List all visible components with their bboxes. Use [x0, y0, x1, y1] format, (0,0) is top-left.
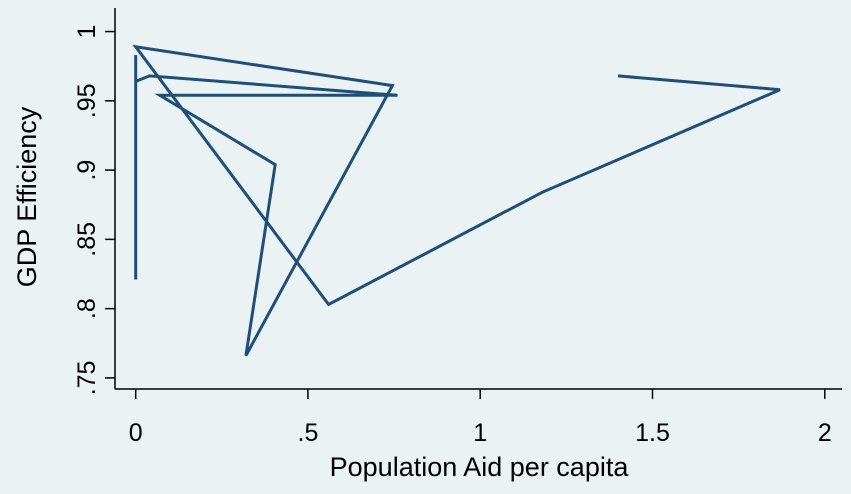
x-ticks: 0 .5 1 1.5 2 [129, 389, 832, 447]
y-tick-label: .85 [73, 222, 101, 257]
x-tick-label: 1.5 [635, 419, 670, 447]
y-ticks: .75 .8 .85 .9 .95 1 [73, 25, 115, 396]
x-axis-label: Population Aid per capita [330, 452, 630, 482]
x-tick-label: 0 [129, 419, 143, 447]
x-tick-label: 2 [818, 419, 832, 447]
x-tick-label: 1 [473, 419, 487, 447]
y-tick-label: .9 [73, 160, 101, 181]
y-tick-label: 1 [73, 25, 101, 39]
series-layer [132, 44, 781, 357]
plot-area [115, 8, 842, 389]
x-tick-label: .5 [298, 419, 319, 447]
y-tick-label: .95 [73, 83, 101, 118]
series-line [132, 44, 781, 357]
y-tick-label: .75 [73, 361, 101, 396]
y-tick-label: .8 [73, 298, 101, 319]
y-axis-label: GDP Efficiency [12, 106, 42, 287]
